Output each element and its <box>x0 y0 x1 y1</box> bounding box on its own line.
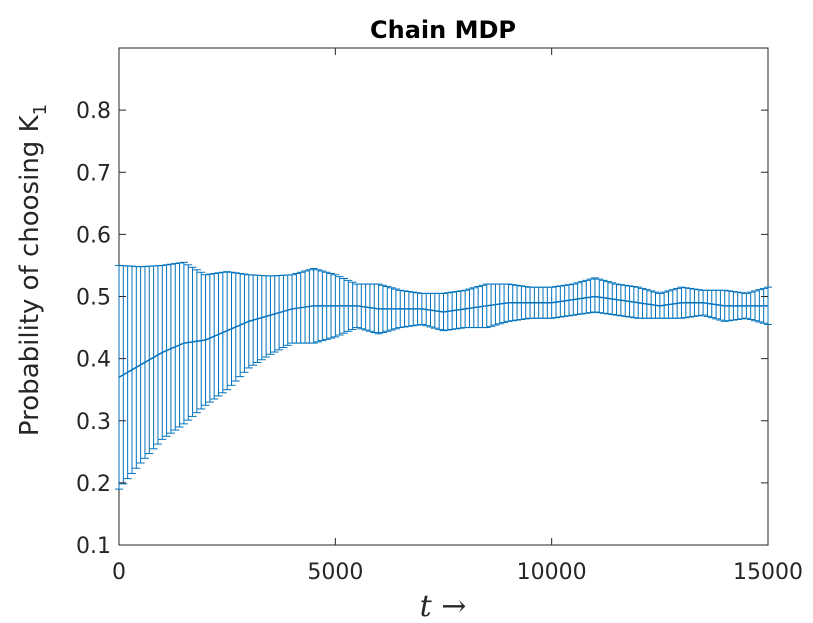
y-tick-label: 0.2 <box>76 472 111 497</box>
x-axis-label: t → <box>420 589 467 623</box>
x-tick-label: 15000 <box>733 560 803 585</box>
chart-title: Chain MDP <box>370 16 516 44</box>
y-tick-label: 0.7 <box>76 161 111 186</box>
y-axis-label-subscript: 1 <box>30 104 51 115</box>
y-tick-label: 0.3 <box>76 410 111 435</box>
series-line <box>118 295 768 378</box>
x-tick-label: 0 <box>112 560 126 585</box>
y-tick-label: 0.6 <box>76 223 111 248</box>
y-axis-label-main: Probability of choosing K <box>15 114 45 436</box>
x-tick-label: 5000 <box>307 560 363 585</box>
y-tick-label: 0.8 <box>76 99 111 124</box>
y-axis: 0.1 0.2 0.3 0.4 0.5 0.6 0.7 0.8 <box>76 99 768 559</box>
y-tick-label: 0.5 <box>76 286 111 311</box>
x-axis: 0 5000 10000 15000 <box>112 48 803 585</box>
x-tick-label: 10000 <box>517 560 587 585</box>
y-tick-label: 0.4 <box>76 348 111 373</box>
y-axis-label: Probability of choosing K1 <box>15 104 51 436</box>
y-tick-label: 0.1 <box>76 534 111 559</box>
plot-area <box>115 47 772 546</box>
